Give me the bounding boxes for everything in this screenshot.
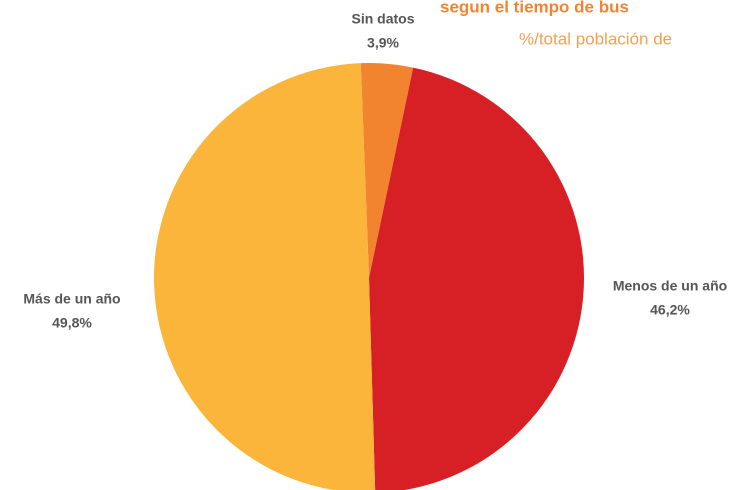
slice-label: Menos de un año [613, 278, 727, 294]
slice-value: 49,8% [52, 315, 92, 331]
slice-value: 46,2% [650, 302, 690, 318]
chart-subtitle: %/total población de [519, 29, 672, 48]
slice-label: Más de un año [23, 291, 120, 307]
slice-value: 3,9% [367, 35, 399, 51]
slice-label: Sin datos [351, 11, 414, 27]
pie-slice [369, 67, 584, 490]
pie-slice [360, 63, 414, 278]
pie-slice [154, 63, 376, 490]
chart-title: segun el tiempo de bus [440, 0, 629, 16]
